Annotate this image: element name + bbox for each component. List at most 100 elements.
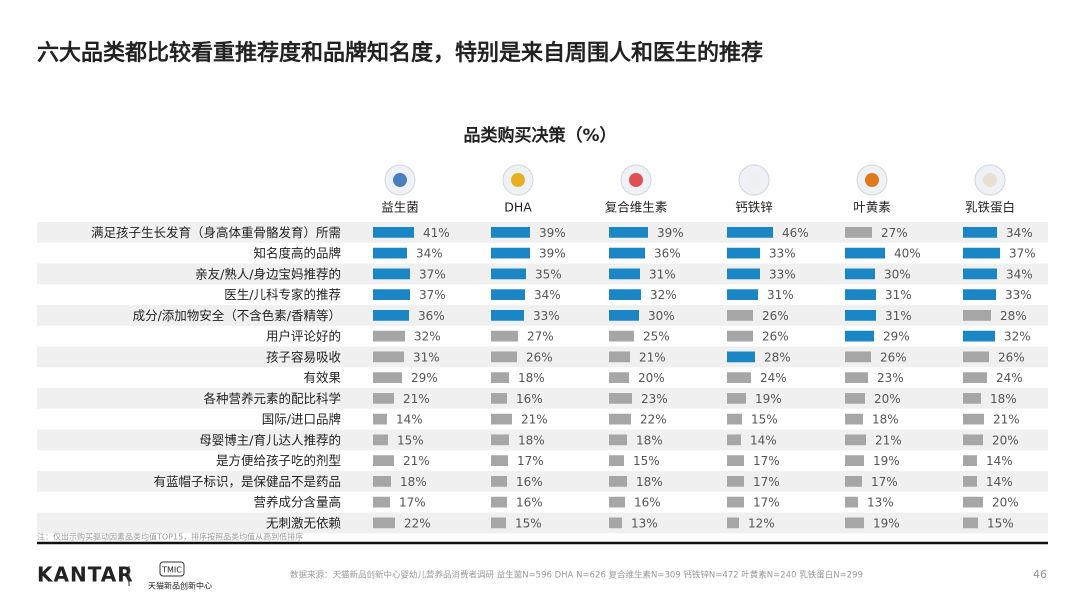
value-label: 24% — [760, 371, 787, 385]
value-label: 29% — [411, 371, 438, 385]
column-header: DHA — [504, 200, 532, 215]
value-label: 24% — [996, 371, 1023, 385]
row-band — [37, 305, 1048, 326]
value-label: 26% — [762, 330, 789, 344]
page-number: 46 — [1033, 568, 1047, 581]
bar — [845, 310, 876, 321]
value-label: 21% — [639, 350, 666, 364]
bar — [727, 227, 773, 238]
bar — [491, 434, 509, 446]
bar — [609, 227, 648, 238]
category-label: 用户评论好的 — [266, 329, 341, 344]
value-label: 34% — [416, 247, 443, 261]
bar — [845, 455, 864, 466]
value-label: 35% — [535, 267, 562, 281]
bar — [373, 330, 405, 342]
value-label: 37% — [419, 267, 446, 281]
bar — [373, 517, 395, 529]
value-label: 27% — [881, 226, 908, 240]
bar — [963, 434, 983, 446]
value-label: 18% — [636, 433, 663, 447]
value-label: 18% — [518, 371, 545, 385]
value-label: 18% — [518, 433, 545, 447]
bar — [609, 393, 632, 404]
value-label: 37% — [419, 288, 446, 302]
bar — [373, 247, 407, 259]
row-band — [37, 346, 1048, 368]
source: 数据来源：天猫新品创新中心婴幼儿营养品消费者调研 益生菌N=596 DHA N=… — [290, 570, 863, 581]
value-label: 21% — [403, 392, 430, 406]
bar — [845, 476, 862, 487]
value-label: 26% — [998, 350, 1025, 364]
value-label: 23% — [641, 392, 668, 406]
bar — [727, 476, 744, 487]
value-label: 37% — [1009, 247, 1036, 261]
value-label: 17% — [517, 454, 544, 468]
bar — [845, 434, 866, 446]
bar — [491, 455, 508, 466]
value-label: 17% — [871, 475, 898, 489]
bar — [963, 351, 989, 363]
value-label: 36% — [654, 247, 681, 261]
bar — [963, 413, 984, 425]
value-label: 14% — [396, 413, 423, 427]
value-label: 17% — [753, 475, 780, 489]
row-band — [37, 388, 1048, 409]
bar — [373, 393, 394, 404]
value-label: 46% — [782, 226, 809, 240]
value-label: 14% — [986, 475, 1013, 489]
bar — [963, 268, 997, 280]
value-label: 32% — [1004, 330, 1031, 344]
value-label: 33% — [533, 309, 560, 323]
chart-title: 品类购买决策（%） — [463, 125, 616, 146]
bar — [609, 351, 630, 363]
bar — [373, 227, 414, 238]
row-band — [37, 429, 1048, 451]
value-label: 19% — [873, 516, 900, 530]
value-label: 40% — [894, 247, 921, 261]
bar — [845, 393, 865, 404]
bar — [845, 351, 871, 363]
bar — [491, 330, 518, 342]
category-icon-detail — [393, 173, 407, 187]
bar — [845, 517, 864, 529]
value-label: 21% — [875, 433, 902, 447]
category-label: 有蓝帽子标识，是保健品不是药品 — [153, 474, 341, 489]
bar — [609, 434, 627, 446]
category-label: 知名度高的品牌 — [253, 246, 341, 261]
category-icon-detail — [983, 173, 997, 187]
value-label: 14% — [986, 454, 1013, 468]
value-label: 32% — [650, 288, 677, 302]
bar — [727, 455, 744, 466]
value-label: 31% — [885, 309, 912, 323]
bar — [609, 476, 627, 487]
value-label: 31% — [413, 350, 440, 364]
row-band — [37, 222, 1048, 243]
row-band — [37, 263, 1048, 285]
value-label: 17% — [753, 454, 780, 468]
bar — [491, 496, 507, 508]
category-label: 是方便给孩子吃的剂型 — [216, 453, 341, 468]
bar — [373, 310, 409, 321]
value-label: 21% — [521, 413, 548, 427]
category-label: 医生/儿科专家的推荐 — [224, 287, 341, 302]
bar — [845, 247, 885, 259]
bar — [491, 413, 512, 425]
value-label: 18% — [400, 475, 427, 489]
bar — [963, 393, 981, 404]
chart-body: 满足孩子生长发育（身高体重骨骼发育）所需知名度高的品牌亲友/熟人/身边宝妈推荐的… — [37, 164, 1048, 534]
value-label: 28% — [764, 350, 791, 364]
bar — [609, 268, 640, 280]
value-label: 21% — [403, 454, 430, 468]
bar — [727, 434, 741, 446]
value-label: 29% — [883, 330, 910, 344]
value-label: 31% — [767, 288, 794, 302]
tmic-box — [159, 561, 185, 577]
value-label: 15% — [397, 433, 424, 447]
value-label: 41% — [423, 226, 450, 240]
value-label: 19% — [755, 392, 782, 406]
bar — [609, 247, 645, 259]
bar — [963, 455, 977, 466]
bar — [727, 413, 742, 425]
bar — [845, 496, 858, 508]
